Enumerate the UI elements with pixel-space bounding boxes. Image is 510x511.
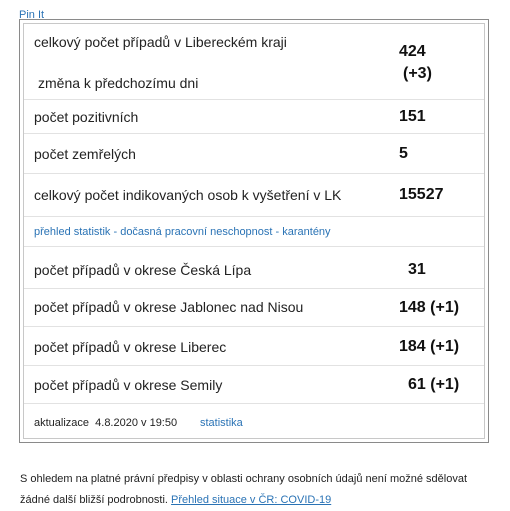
liberec-label: počet případů v okrese Liberec	[34, 339, 227, 355]
row-indicated: celkový počet indikovaných osob k vyšetř…	[24, 174, 484, 217]
positive-label: počet pozitivních	[34, 109, 139, 125]
row-deaths: počet zemřelých 5	[24, 134, 484, 174]
change-label: změna k předchozímu dni	[38, 75, 199, 91]
row-stats-link: přehled statistik - dočasná pracovní nes…	[24, 217, 484, 247]
row-jablonec: počet případů v okrese Jablonec nad Niso…	[24, 289, 484, 327]
semily-label: počet případů v okrese Semily	[34, 377, 223, 393]
deaths-value: 5	[399, 145, 408, 162]
statistics-link[interactable]: statistika	[200, 417, 243, 429]
row-update: aktualizace 4.8.2020 v 19:50 statistika	[24, 404, 484, 440]
czech-situation-link[interactable]: Přehled situace v ČR: COVID-19	[171, 494, 332, 506]
indicated-label: celkový počet indikovaných osob k vyšetř…	[34, 187, 342, 203]
ceska-lipa-label: počet případů v okrese Česká Lípa	[34, 262, 252, 278]
stats-table: celkový počet případů v Libereckém kraji…	[19, 19, 489, 443]
liberec-value: 184 (+1)	[399, 338, 460, 355]
deaths-label: počet zemřelých	[34, 146, 136, 162]
jablonec-label: počet případů v okrese Jablonec nad Niso…	[34, 299, 304, 315]
stats-overview-link[interactable]: přehled statistik - dočasná pracovní nes…	[34, 226, 331, 238]
stats-table-inner: celkový počet případů v Libereckém kraji…	[23, 23, 485, 439]
total-region-label: celkový počet případů v Libereckém kraji	[34, 34, 287, 50]
jablonec-value: 148 (+1)	[399, 299, 460, 316]
positive-value: 151	[399, 108, 426, 125]
ceska-lipa-value: 31	[408, 261, 426, 278]
row-ceska-lipa: počet případů v okrese Česká Lípa 31	[24, 247, 484, 289]
semily-value: 61 (+1)	[408, 376, 460, 393]
row-semily: počet případů v okrese Semily 61 (+1)	[24, 366, 484, 404]
row-liberec: počet případů v okrese Liberec 184 (+1)	[24, 327, 484, 366]
total-value: 424	[399, 43, 426, 60]
footer-note: S ohledem na platné právní předpisy v ob…	[20, 469, 490, 511]
change-value: (+3)	[403, 65, 432, 82]
row-total-region: celkový počet případů v Libereckém kraji…	[24, 24, 484, 100]
pin-it-link[interactable]: Pin It	[19, 9, 45, 21]
indicated-value: 15527	[399, 186, 444, 203]
row-positive: počet pozitivních 151	[24, 100, 484, 134]
update-text: aktualizace 4.8.2020 v 19:50	[34, 417, 178, 429]
